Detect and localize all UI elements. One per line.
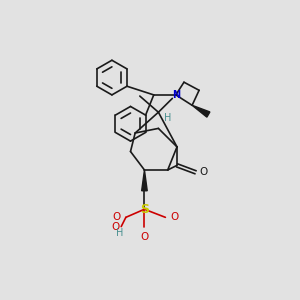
Text: H: H [164, 112, 172, 123]
Polygon shape [192, 105, 210, 117]
Text: O: O [140, 232, 148, 242]
Text: O: O [112, 222, 120, 232]
Text: O: O [199, 167, 207, 177]
Text: N: N [172, 90, 180, 100]
Text: O: O [112, 212, 121, 222]
Text: S: S [140, 203, 149, 216]
Text: H: H [116, 228, 124, 238]
Polygon shape [142, 170, 147, 191]
Text: O: O [170, 212, 179, 222]
